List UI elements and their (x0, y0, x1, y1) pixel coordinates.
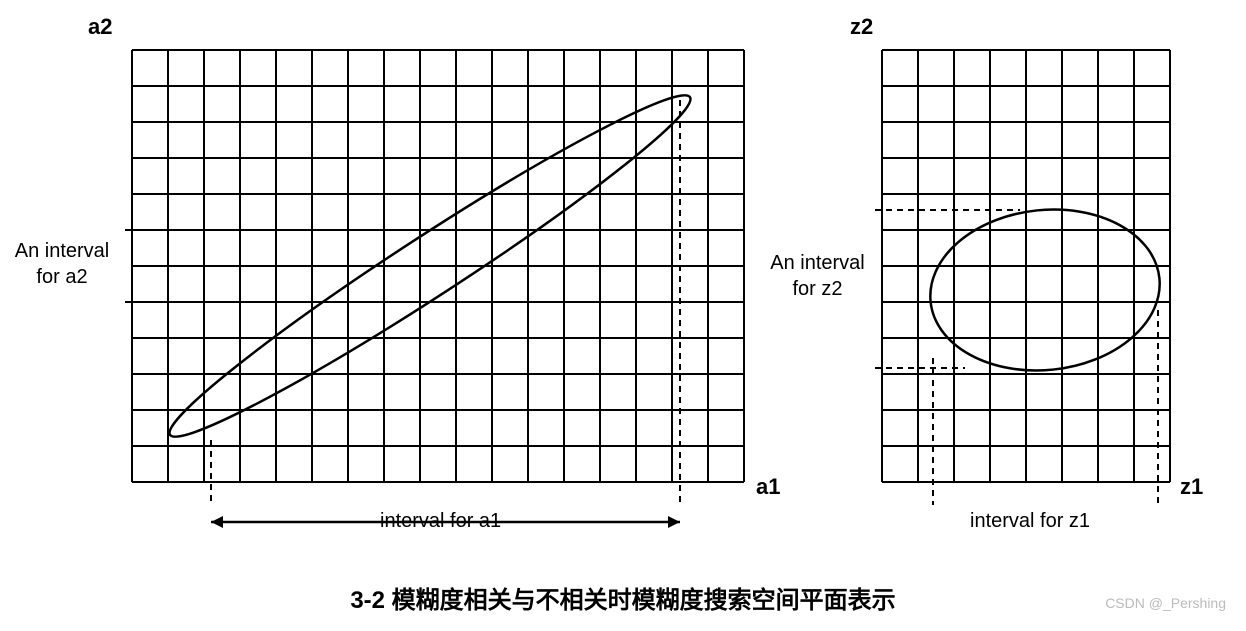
side-label-a2-line1: An interval (15, 240, 110, 262)
figure-caption: 3-2 模糊度相关与不相关时模糊度搜索空间平面表示 (0, 580, 1246, 615)
axis-label-a2: a2 (88, 14, 112, 40)
side-label-a2: An interval for a2 (0, 238, 124, 290)
interval-label-z1: interval for z1 (970, 510, 1090, 533)
side-label-z2: An interval for z2 (760, 250, 875, 302)
side-label-a2-line2: for a2 (36, 266, 87, 288)
figure-container: a2 a1 An interval for a2 interval for a1… (0, 0, 1246, 631)
interval-label-a1: interval for a1 (380, 510, 501, 533)
side-label-z2-line2: for z2 (792, 278, 842, 300)
axis-label-a1: a1 (756, 474, 780, 500)
axis-label-z1: z1 (1180, 474, 1203, 500)
watermark: CSDN @_Pershing (1105, 595, 1226, 611)
right-panel: z2 z1 An interval for z2 interval for z1 (820, 10, 1240, 540)
left-panel: a2 a1 An interval for a2 interval for a1 (0, 10, 780, 540)
side-label-z2-line1: An interval (770, 252, 865, 274)
axis-label-z2: z2 (850, 14, 873, 40)
right-diagram-svg (820, 10, 1240, 550)
